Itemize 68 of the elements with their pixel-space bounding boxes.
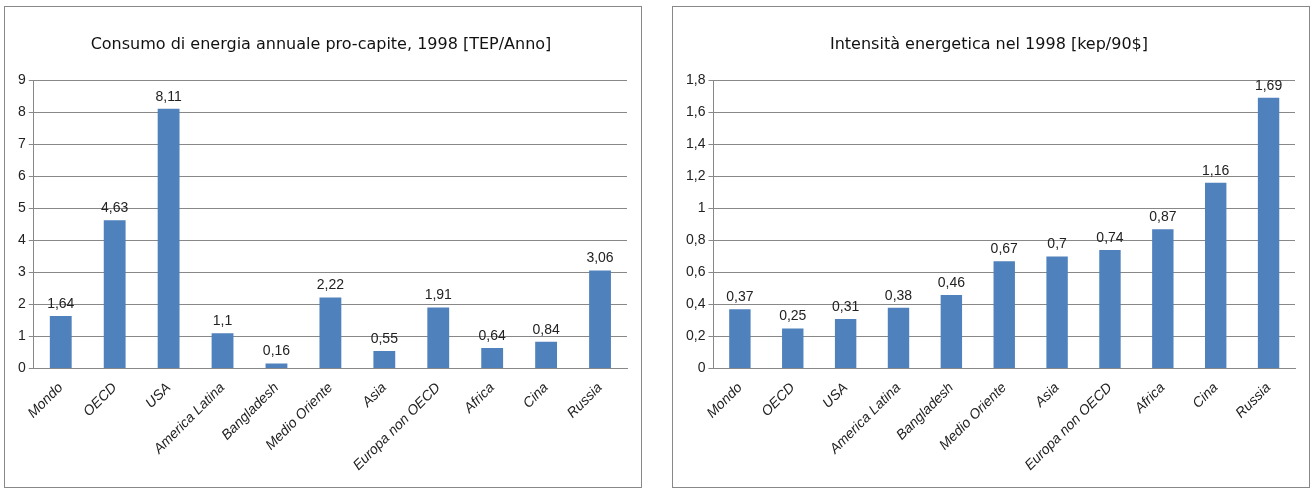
data-label: 1,16 (1202, 161, 1230, 178)
data-label: 0,7 (1047, 235, 1068, 252)
data-label: 0,16 (262, 342, 291, 359)
y-tick-label: 5 (17, 199, 26, 216)
data-label: 3,06 (586, 249, 614, 266)
data-label: 0,38 (884, 286, 913, 303)
y-tick-label: 1 (17, 327, 26, 344)
y-tick-label: 4 (17, 231, 26, 248)
data-label: 0,67 (990, 240, 1019, 257)
data-label: 1,91 (424, 286, 453, 303)
chart-title: Intensità energetica nel 1998 [kep/90$] (829, 33, 1149, 53)
bar (535, 341, 558, 369)
y-tick-label: 0,2 (685, 327, 706, 344)
bar (1152, 229, 1174, 369)
y-tick-label: 0,8 (685, 231, 706, 248)
bar (993, 261, 1015, 369)
data-label: 0,25 (779, 307, 807, 324)
y-tick-label: 1 (697, 199, 706, 216)
bar (729, 309, 751, 369)
y-tick-label: 0 (697, 359, 706, 376)
data-label: 0,64 (478, 326, 507, 343)
x-tick-label: Cina (1188, 378, 1221, 411)
bar (319, 297, 342, 369)
bar (834, 318, 857, 369)
bar (103, 220, 126, 369)
chart-title: Consumo di energia annuale pro-capite, 1998 [TEP/Anno] (90, 33, 552, 53)
y-tick-label: 3 (17, 263, 26, 280)
data-label: 2,22 (316, 276, 345, 293)
bar (157, 108, 180, 369)
data-label: 0,87 (1149, 208, 1177, 225)
data-label: 0,84 (532, 320, 560, 337)
bar (1257, 97, 1280, 369)
bar (49, 316, 72, 369)
data-label: 4,63 (101, 199, 129, 216)
bar (1204, 182, 1227, 369)
y-tick-label: 2 (17, 295, 26, 312)
bar (265, 363, 288, 369)
y-tick-label: 0 (17, 359, 26, 376)
bar (940, 294, 963, 369)
y-tick-label: 0,6 (685, 263, 706, 280)
bar (1099, 250, 1121, 369)
bar (427, 307, 450, 369)
bar (887, 307, 910, 369)
y-tick-label: 9 (17, 71, 26, 88)
bar (211, 333, 234, 369)
data-label: 0,46 (937, 273, 966, 290)
data-label: 0,74 (1096, 228, 1124, 245)
bar (589, 270, 611, 369)
data-label: 0,31 (832, 297, 860, 314)
data-label: 0,37 (726, 288, 754, 305)
y-tick-label: 1,6 (685, 103, 706, 120)
bar (373, 350, 396, 369)
x-tick-label: Cina (519, 378, 552, 411)
data-label: 0,55 (370, 329, 399, 346)
y-tick-label: 8 (17, 103, 26, 120)
y-tick-label: 6 (17, 167, 26, 184)
y-tick-label: 1,4 (685, 135, 706, 152)
bar (481, 348, 504, 369)
data-label: 1,69 (1254, 76, 1283, 93)
bar (1046, 256, 1068, 369)
y-tick-label: 0,4 (685, 295, 706, 312)
bar (782, 328, 804, 369)
data-label: 1,64 (47, 294, 75, 311)
data-label: 8,11 (155, 87, 182, 104)
y-tick-label: 1,8 (685, 71, 706, 88)
y-tick-label: 1,2 (685, 167, 706, 184)
y-tick-label: 7 (17, 135, 26, 152)
data-label: 1,1 (212, 312, 233, 329)
